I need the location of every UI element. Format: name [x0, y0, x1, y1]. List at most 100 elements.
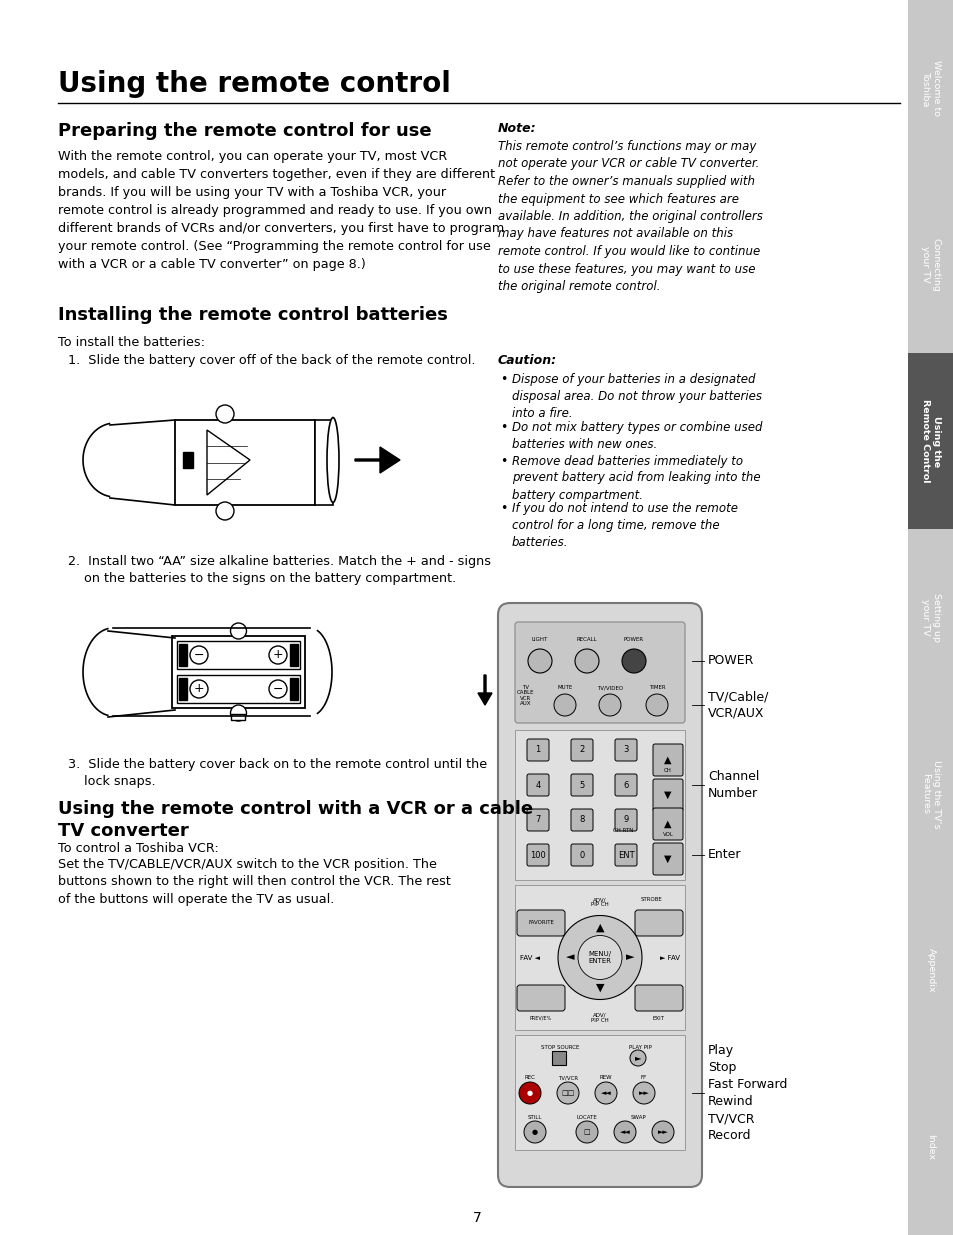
Ellipse shape: [327, 417, 338, 503]
Text: Installing the remote control batteries: Installing the remote control batteries: [58, 306, 447, 324]
Circle shape: [215, 501, 233, 520]
Circle shape: [190, 680, 208, 698]
Text: ►: ►: [625, 952, 634, 962]
Text: REC: REC: [524, 1074, 535, 1079]
Bar: [907, 705, 953, 882]
Bar: [174, 420, 314, 505]
Text: 2: 2: [578, 746, 584, 755]
Circle shape: [578, 935, 621, 979]
Text: •: •: [499, 501, 507, 515]
Bar: [179, 643, 187, 666]
FancyBboxPatch shape: [526, 739, 548, 761]
Bar: [907, 0, 953, 177]
Circle shape: [231, 622, 246, 638]
Circle shape: [269, 646, 287, 664]
Bar: [179, 678, 187, 700]
Text: Do not mix battery types or combine used
batteries with new ones.: Do not mix battery types or combine used…: [512, 420, 761, 451]
Text: STOP SOURCE: STOP SOURCE: [540, 1045, 578, 1050]
Text: ◄◄: ◄◄: [619, 1129, 630, 1135]
Text: 3.  Slide the battery cover back on to the remote control until the
    lock sna: 3. Slide the battery cover back on to th…: [68, 758, 487, 788]
Text: EXIT: EXIT: [652, 1015, 664, 1020]
FancyBboxPatch shape: [526, 844, 548, 866]
Text: Channel
Number: Channel Number: [707, 769, 759, 800]
Text: +: +: [273, 648, 283, 662]
FancyBboxPatch shape: [497, 603, 701, 1187]
Bar: [907, 353, 953, 530]
Circle shape: [190, 646, 208, 664]
FancyBboxPatch shape: [615, 739, 637, 761]
Text: Remove dead batteries immediately to
prevent battery acid from leaking into the
: Remove dead batteries immediately to pre…: [512, 454, 760, 501]
Text: POWER: POWER: [623, 637, 643, 642]
Text: SWAP: SWAP: [631, 1115, 646, 1120]
Circle shape: [595, 1082, 617, 1104]
Text: Using the TV’s
Features: Using the TV’s Features: [921, 760, 940, 829]
Text: POWER: POWER: [707, 655, 754, 667]
Text: 7: 7: [472, 1212, 481, 1225]
Text: 2.  Install two “AA” size alkaline batteries. Match the + and - signs
    on the: 2. Install two “AA” size alkaline batter…: [68, 555, 491, 585]
Text: ◄: ◄: [565, 952, 574, 962]
Text: +: +: [193, 683, 204, 695]
Text: •: •: [499, 373, 507, 387]
Text: Set the TV/CABLE/VCR/AUX switch to the VCR position. The
buttons shown to the ri: Set the TV/CABLE/VCR/AUX switch to the V…: [58, 858, 451, 906]
Text: 1: 1: [535, 746, 540, 755]
Text: To install the batteries:: To install the batteries:: [58, 336, 205, 350]
Bar: [907, 530, 953, 705]
Text: 8: 8: [578, 815, 584, 825]
Bar: [907, 882, 953, 1058]
Text: 7: 7: [535, 815, 540, 825]
Text: ●: ●: [526, 1091, 533, 1095]
FancyBboxPatch shape: [652, 743, 682, 776]
Text: ENT: ENT: [617, 851, 634, 860]
Text: Welcome to
Toshiba: Welcome to Toshiba: [921, 61, 940, 116]
Text: Index: Index: [925, 1134, 935, 1160]
FancyBboxPatch shape: [615, 774, 637, 797]
Text: FF: FF: [640, 1074, 646, 1079]
Bar: [232, 714, 245, 720]
Text: To control a Toshiba VCR:: To control a Toshiba VCR:: [58, 842, 218, 855]
Text: TV/Cable/
VCR/AUX: TV/Cable/ VCR/AUX: [707, 690, 767, 720]
Circle shape: [557, 1082, 578, 1104]
Text: ADV/
PIP CH: ADV/ PIP CH: [591, 897, 608, 908]
FancyBboxPatch shape: [515, 622, 684, 722]
Text: ◄◄: ◄◄: [600, 1091, 611, 1095]
Text: TV/VIDEO: TV/VIDEO: [597, 685, 622, 690]
Circle shape: [576, 1121, 598, 1144]
Text: ▼: ▼: [663, 853, 671, 864]
Text: MENU/
ENTER: MENU/ ENTER: [588, 951, 611, 965]
Circle shape: [269, 680, 287, 698]
FancyBboxPatch shape: [635, 910, 682, 936]
Circle shape: [621, 650, 645, 673]
Text: 0: 0: [578, 851, 584, 860]
Circle shape: [554, 694, 576, 716]
Text: REW: REW: [599, 1074, 612, 1079]
Text: 9: 9: [622, 815, 628, 825]
Bar: [515, 885, 684, 1030]
Text: ▼: ▼: [663, 790, 671, 800]
Text: 3: 3: [622, 746, 628, 755]
Text: ► FAV: ► FAV: [659, 955, 679, 961]
Text: ▲: ▲: [663, 755, 671, 764]
Bar: [290, 643, 297, 666]
FancyBboxPatch shape: [571, 739, 593, 761]
Bar: [183, 452, 193, 468]
Bar: [907, 177, 953, 353]
Text: Setting up
your TV: Setting up your TV: [921, 593, 940, 642]
FancyBboxPatch shape: [635, 986, 682, 1011]
Text: 4: 4: [535, 781, 540, 789]
FancyBboxPatch shape: [615, 809, 637, 831]
FancyBboxPatch shape: [571, 844, 593, 866]
Text: CH: CH: [663, 767, 671, 773]
Text: Connecting
your TV: Connecting your TV: [921, 237, 940, 291]
Bar: [515, 730, 684, 881]
Text: This remote control’s functions may or may
not operate your VCR or cable TV conv: This remote control’s functions may or m…: [497, 140, 762, 293]
Text: □: □: [583, 1129, 590, 1135]
Circle shape: [629, 1050, 645, 1066]
FancyArrow shape: [355, 447, 399, 473]
Bar: [172, 636, 305, 708]
FancyBboxPatch shape: [652, 808, 682, 840]
Text: −: −: [273, 683, 283, 695]
Text: •: •: [499, 420, 507, 433]
FancyBboxPatch shape: [571, 774, 593, 797]
Text: TV
CABLE
VCR
AUX: TV CABLE VCR AUX: [517, 685, 535, 706]
Circle shape: [598, 694, 620, 716]
